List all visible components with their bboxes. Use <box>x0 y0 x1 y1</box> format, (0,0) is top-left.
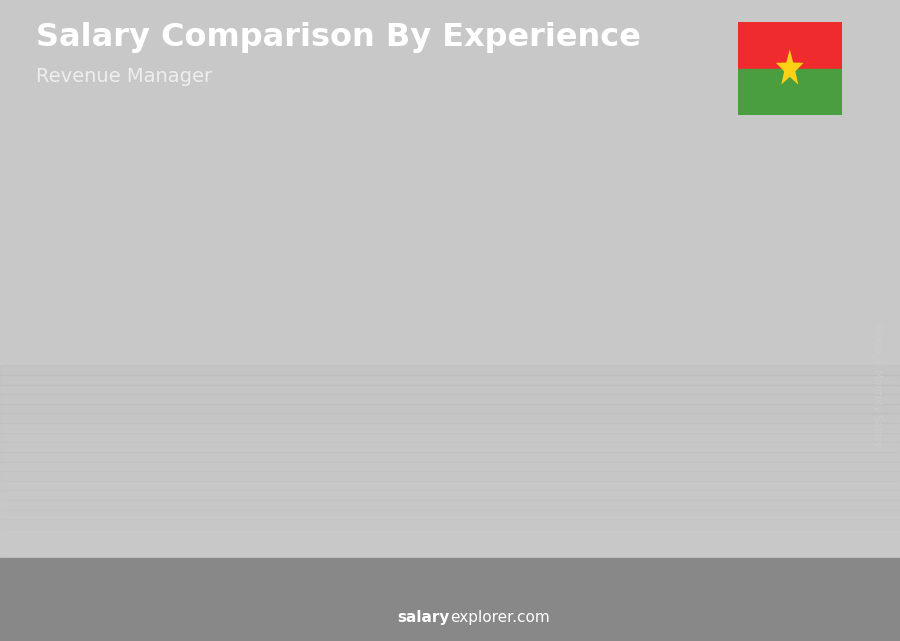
Text: +nan%: +nan% <box>519 303 580 318</box>
Bar <box>0 394 900 404</box>
Bar <box>0 490 900 500</box>
Bar <box>202 483 210 564</box>
Bar <box>0 481 900 490</box>
Text: explorer.com: explorer.com <box>450 610 550 625</box>
Text: salary: salary <box>398 610 450 625</box>
Bar <box>0 365 900 375</box>
Bar <box>0 442 900 452</box>
Polygon shape <box>73 520 149 521</box>
Bar <box>330 420 397 564</box>
Text: Revenue Manager: Revenue Manager <box>36 67 212 87</box>
Bar <box>715 299 723 564</box>
Text: +nan%: +nan% <box>648 262 708 277</box>
Text: +nan%: +nan% <box>263 379 323 395</box>
Bar <box>0 423 900 433</box>
Bar <box>0 462 900 471</box>
Polygon shape <box>653 338 662 564</box>
Bar <box>0 0 900 558</box>
Text: 0 XOF: 0 XOF <box>466 384 505 397</box>
Bar <box>738 22 842 69</box>
Bar <box>0 452 900 462</box>
Bar <box>0 385 900 394</box>
Bar <box>0 404 900 413</box>
Text: Salary Comparison By Experience: Salary Comparison By Experience <box>36 22 641 53</box>
Polygon shape <box>776 49 804 85</box>
Text: 0 XOF: 0 XOF <box>723 306 761 319</box>
Text: 0 XOF: 0 XOF <box>338 427 376 440</box>
Bar <box>0 433 900 442</box>
Text: +nan%: +nan% <box>391 339 451 354</box>
Polygon shape <box>587 338 662 339</box>
Bar <box>0 538 900 548</box>
Text: +nan%: +nan% <box>134 447 194 462</box>
Bar <box>0 413 900 423</box>
Bar <box>458 377 466 564</box>
Bar <box>330 420 338 564</box>
Polygon shape <box>330 419 406 420</box>
Bar <box>0 548 900 558</box>
Polygon shape <box>140 520 149 564</box>
Bar <box>738 69 842 115</box>
Bar <box>202 483 268 564</box>
Text: 0 XOF: 0 XOF <box>594 346 633 360</box>
Bar <box>0 471 900 481</box>
Polygon shape <box>268 483 277 564</box>
Bar <box>0 510 900 519</box>
Bar <box>0 375 900 385</box>
Bar <box>0 500 900 510</box>
Polygon shape <box>782 298 791 564</box>
Polygon shape <box>715 298 791 299</box>
Bar <box>715 299 782 564</box>
Bar <box>0 558 900 641</box>
Bar <box>587 339 595 564</box>
Bar <box>73 521 140 564</box>
Text: 0 XOF: 0 XOF <box>81 528 120 541</box>
Bar <box>73 521 81 564</box>
Polygon shape <box>525 376 534 564</box>
Polygon shape <box>397 419 406 564</box>
Polygon shape <box>458 376 534 377</box>
Bar <box>0 529 900 538</box>
Bar <box>0 519 900 529</box>
Bar <box>458 377 525 564</box>
Text: Average Monthly Salary: Average Monthly Salary <box>872 322 883 447</box>
Text: 0 XOF: 0 XOF <box>209 490 248 504</box>
Bar <box>587 339 653 564</box>
